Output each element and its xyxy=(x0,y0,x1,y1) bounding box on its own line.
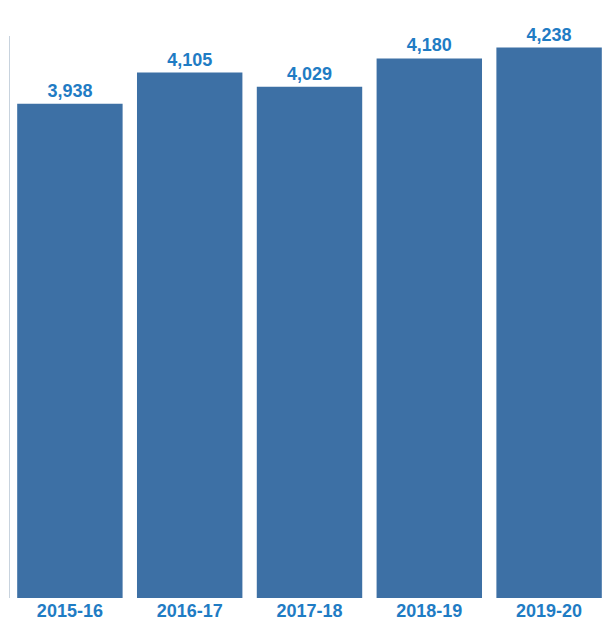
svg-text:4,105: 4,105 xyxy=(167,50,212,70)
svg-text:2015-16: 2015-16 xyxy=(37,601,103,621)
svg-text:2016-17: 2016-17 xyxy=(157,601,223,621)
svg-text:2017-18: 2017-18 xyxy=(276,601,342,621)
svg-text:4,029: 4,029 xyxy=(287,64,332,84)
svg-text:4,238: 4,238 xyxy=(527,25,572,45)
svg-text:4,180: 4,180 xyxy=(407,35,452,55)
svg-text:2019-20: 2019-20 xyxy=(516,601,582,621)
svg-text:2018-19: 2018-19 xyxy=(396,601,462,621)
svg-text:3,938: 3,938 xyxy=(47,81,92,101)
